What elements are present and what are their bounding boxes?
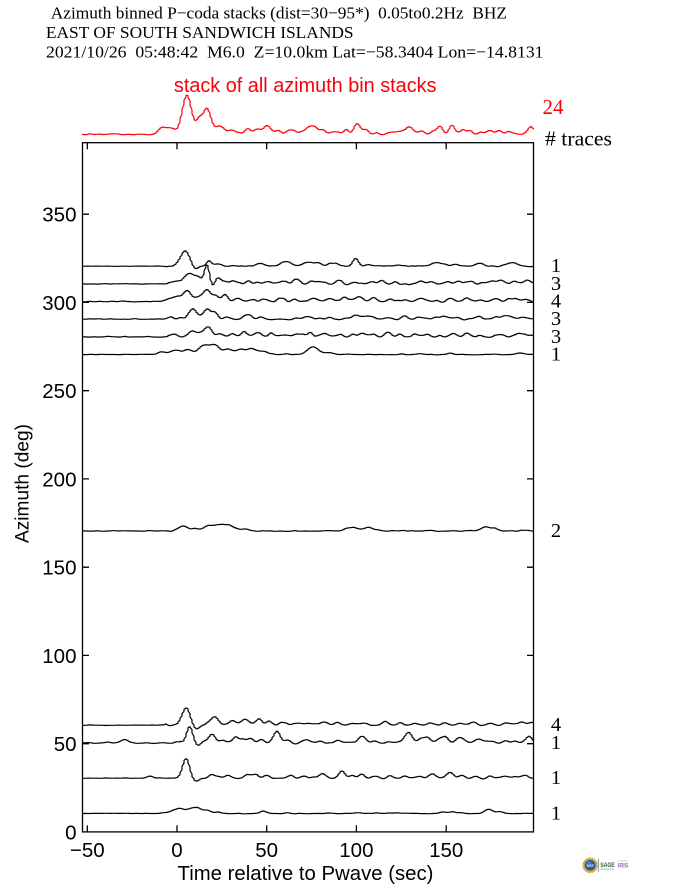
svg-text:−50: −50 [70, 839, 105, 862]
svg-text:150: 150 [42, 557, 76, 580]
svg-text:3: 3 [551, 273, 561, 295]
svg-text:Time relative to Pwave (sec): Time relative to Pwave (sec) [178, 863, 434, 885]
svg-text:200: 200 [42, 468, 76, 491]
svg-text:IRIS: IRIS [618, 862, 629, 869]
svg-text:250: 250 [42, 380, 76, 403]
svg-text:# traces: # traces [545, 127, 612, 151]
svg-text:1: 1 [551, 732, 561, 754]
svg-text:Azimuth (deg): Azimuth (deg) [12, 424, 34, 543]
svg-text:1: 1 [551, 802, 561, 824]
svg-text:4: 4 [551, 291, 561, 313]
svg-text:EAST OF SOUTH SANDWICH ISLANDS: EAST OF SOUTH SANDWICH ISLANDS [46, 23, 354, 42]
svg-text:1: 1 [551, 343, 561, 365]
svg-text:100: 100 [42, 645, 76, 668]
svg-text:NSF: NSF [587, 864, 595, 868]
svg-text:2021/10/26 05:48:42 M6.0 Z=: 2021/10/26 05:48:42 M6.0 Z=10.0km Lat=−5… [46, 42, 544, 61]
svg-text:50: 50 [255, 839, 278, 862]
svg-text:300: 300 [42, 292, 76, 315]
svg-text:0: 0 [171, 839, 182, 862]
svg-text:stack of all azimuth bin stack: stack of all azimuth bin stacks [174, 75, 437, 97]
svg-text:SAGE: SAGE [600, 862, 615, 869]
svg-text:Seismological Facility: Seismological Facility [600, 868, 614, 871]
svg-text:3: 3 [551, 326, 561, 348]
svg-text:4: 4 [551, 714, 561, 736]
svg-text:1: 1 [551, 767, 561, 789]
svg-text:hosted by: hosted by [618, 860, 628, 863]
svg-text:3: 3 [551, 308, 561, 330]
svg-text:Azimuth binned P−coda stacks (: Azimuth binned P−coda stacks (dist=30−95… [51, 4, 507, 23]
svg-text:2: 2 [551, 520, 561, 542]
svg-text:150: 150 [429, 839, 463, 862]
svg-text:0: 0 [65, 821, 76, 844]
svg-text:100: 100 [339, 839, 373, 862]
svg-text:24: 24 [543, 95, 565, 119]
svg-text:50: 50 [54, 733, 77, 756]
svg-text:350: 350 [42, 204, 76, 227]
svg-text:1: 1 [551, 255, 561, 277]
